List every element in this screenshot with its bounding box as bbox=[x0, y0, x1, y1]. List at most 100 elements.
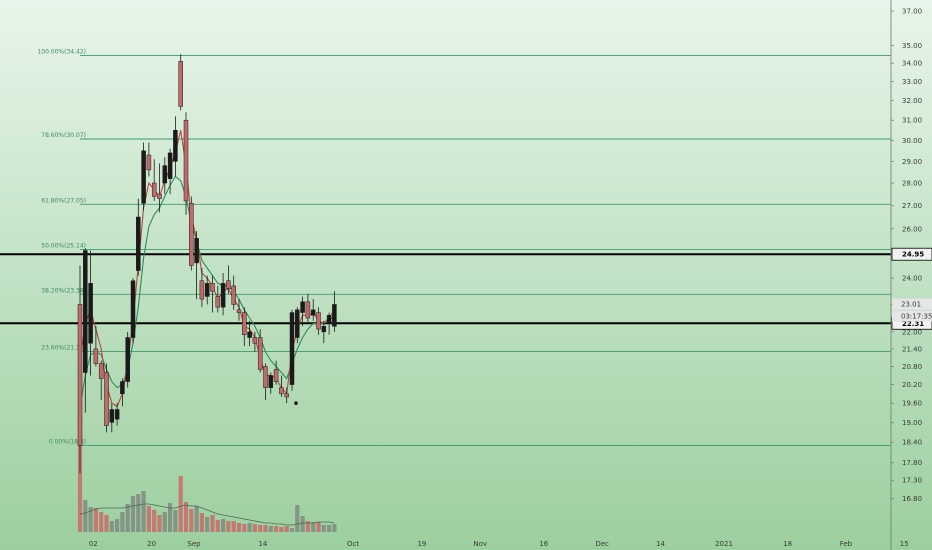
candle bbox=[77, 265, 83, 474]
volume-bar bbox=[210, 515, 215, 532]
x-tick-label: Feb bbox=[840, 540, 853, 548]
time-axis[interactable]: 02 20 Sep 14 Oct 19 Nov 16 Dec 14 2021 18 Feb 15 bbox=[89, 540, 909, 548]
y-tick-label: 33.00 bbox=[902, 78, 922, 86]
candle bbox=[141, 142, 146, 211]
candle bbox=[242, 307, 247, 347]
candle bbox=[273, 360, 279, 385]
candle bbox=[332, 291, 337, 332]
volume-bar bbox=[226, 521, 231, 532]
candle bbox=[120, 378, 125, 407]
candle-body bbox=[268, 375, 274, 388]
candle-body bbox=[321, 326, 327, 333]
candle-body bbox=[125, 337, 130, 382]
candle bbox=[257, 329, 263, 373]
candle bbox=[279, 375, 284, 397]
volume-bar bbox=[173, 510, 178, 532]
candle bbox=[130, 278, 136, 344]
x-tick-label: 20 bbox=[147, 540, 156, 548]
candle-body bbox=[120, 381, 125, 395]
candle bbox=[98, 360, 104, 401]
candle bbox=[263, 363, 268, 401]
price-axis-labels: 24.95 22.31 23.01 03:17:35 bbox=[891, 247, 932, 330]
candle bbox=[109, 403, 115, 433]
candle-body bbox=[194, 238, 199, 264]
candle bbox=[316, 307, 321, 335]
volume-bar bbox=[141, 491, 146, 532]
candle bbox=[295, 307, 300, 344]
volume-bar bbox=[258, 525, 263, 532]
volume-bar bbox=[130, 496, 136, 532]
fib-level-label: 100.00%(34.42) bbox=[37, 49, 86, 56]
volume-bar bbox=[274, 526, 279, 532]
x-tick-label: 15 bbox=[900, 540, 909, 548]
candle bbox=[284, 387, 289, 404]
fib-level-label: 0.00%(18.3) bbox=[49, 439, 86, 446]
volume-bar bbox=[311, 522, 316, 532]
candle-body bbox=[157, 193, 162, 199]
x-tick-label: 02 bbox=[89, 540, 98, 548]
volume-bar bbox=[268, 526, 273, 532]
candle-body bbox=[98, 363, 104, 379]
volume-bar bbox=[157, 515, 162, 532]
candle bbox=[305, 293, 311, 324]
candle-body bbox=[210, 283, 215, 292]
volume-ma-line bbox=[79, 503, 335, 526]
candle-body bbox=[141, 150, 146, 204]
candle bbox=[125, 331, 130, 388]
candle-body bbox=[220, 283, 226, 308]
y-tick-label: 31.00 bbox=[902, 117, 922, 125]
candle bbox=[326, 312, 332, 335]
level-price-label: 22.31 bbox=[902, 320, 924, 328]
candle bbox=[252, 331, 258, 352]
fibonacci-retracement[interactable]: 100.00%(34.42) 78.60%(30.07) 61.80%(27.05)… bbox=[37, 49, 891, 447]
candle bbox=[178, 54, 183, 111]
candle-body bbox=[310, 309, 316, 316]
candle bbox=[199, 267, 205, 308]
y-tick-label: 18.40 bbox=[902, 439, 922, 447]
horizontal-levels[interactable] bbox=[0, 253, 891, 325]
candle bbox=[289, 309, 295, 391]
candle bbox=[247, 320, 252, 347]
volume-bar bbox=[289, 528, 295, 532]
volume-bar bbox=[231, 521, 236, 532]
y-tick-label: 19.60 bbox=[902, 400, 922, 408]
y-tick-label: 27.00 bbox=[902, 202, 922, 210]
y-tick-label: 22.00 bbox=[902, 328, 922, 336]
fib-level-label: 78.60%(30.07) bbox=[41, 132, 86, 139]
x-tick-label: Nov bbox=[473, 540, 487, 548]
current-price-label: 23.01 bbox=[901, 301, 921, 309]
x-tick-label: Sep bbox=[187, 540, 201, 548]
level-price-box bbox=[891, 247, 932, 261]
candle-body bbox=[273, 369, 279, 382]
volume-bar bbox=[316, 522, 321, 532]
y-tick-label: 21.40 bbox=[902, 345, 922, 353]
y-tick-label: 26.00 bbox=[902, 225, 922, 233]
candle-body bbox=[226, 280, 231, 289]
current-price-box bbox=[892, 310, 932, 322]
candle-body bbox=[215, 296, 221, 308]
y-tick-label: 17.80 bbox=[902, 459, 922, 467]
volume-bar bbox=[242, 524, 247, 532]
y-tick-label: 20.20 bbox=[902, 381, 922, 389]
candle bbox=[93, 326, 99, 367]
candle bbox=[167, 148, 173, 195]
volume-bar bbox=[199, 513, 204, 532]
y-tick-label: 37.00 bbox=[902, 7, 922, 15]
candle-body bbox=[326, 315, 332, 324]
candle-body bbox=[300, 301, 305, 313]
y-tick-label: 29.00 bbox=[902, 158, 922, 166]
candle bbox=[189, 196, 194, 271]
volume-bar bbox=[99, 512, 104, 532]
candle bbox=[321, 320, 327, 344]
y-tick-label: 17.30 bbox=[902, 477, 922, 485]
y-tick-label: 24.00 bbox=[902, 275, 922, 283]
candle bbox=[146, 142, 152, 177]
y-tick-label: 28.00 bbox=[902, 180, 922, 188]
volume-bar bbox=[183, 502, 189, 532]
volume-bar bbox=[263, 525, 268, 532]
volume-bar bbox=[221, 519, 226, 532]
marker-dot bbox=[294, 401, 298, 405]
